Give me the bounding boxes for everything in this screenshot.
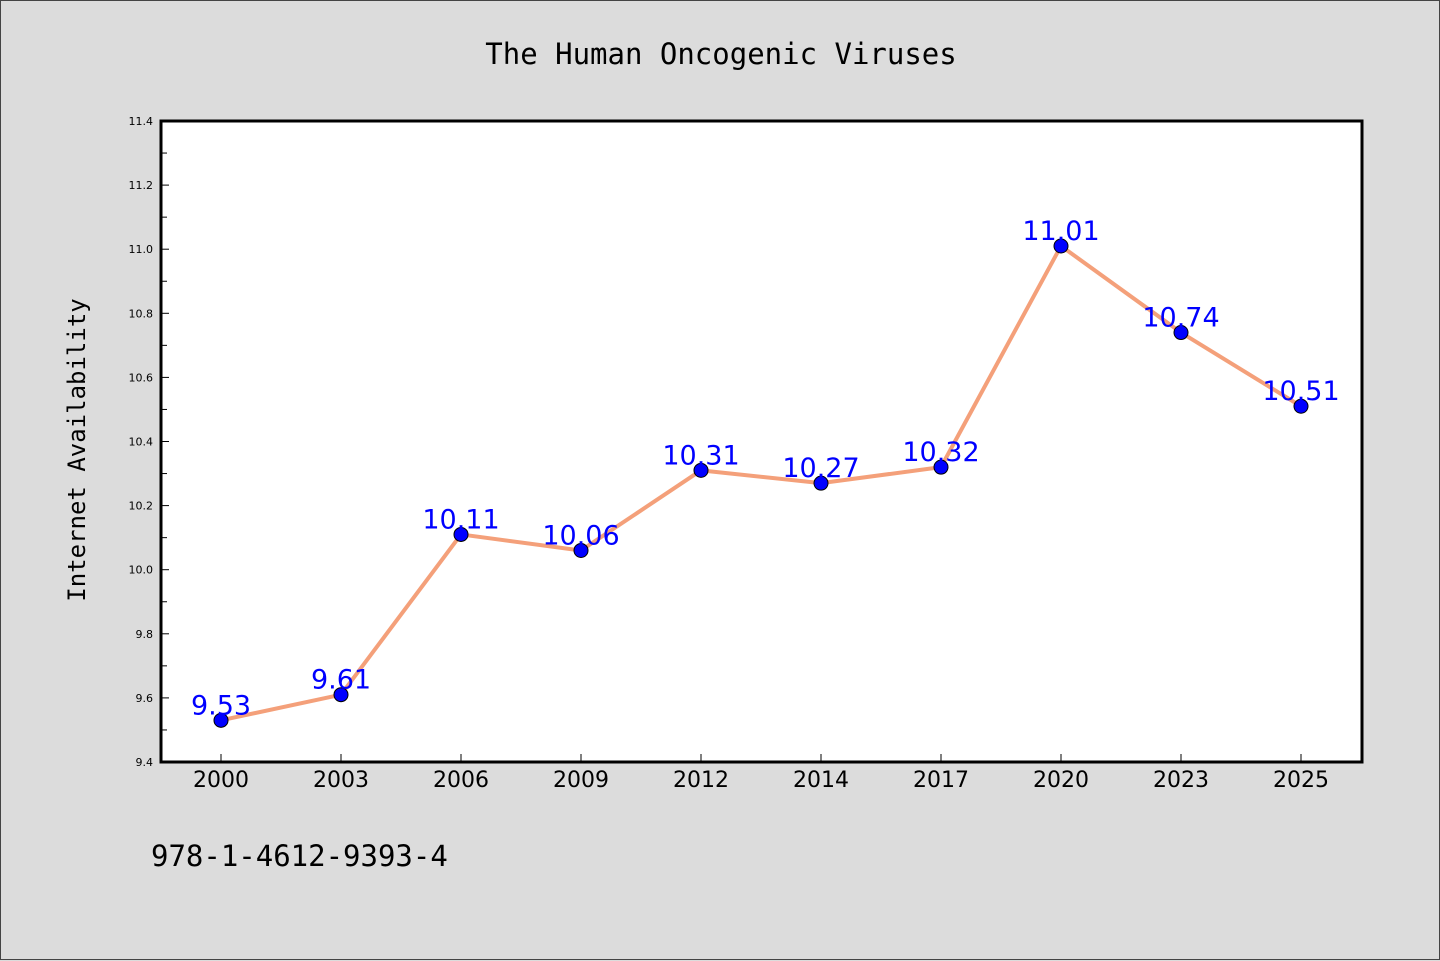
data-point [933,459,949,475]
data-label: 10.74 [1142,303,1219,334]
x-tick-label: 2023 [1153,768,1209,793]
x-tick-label: 2014 [793,768,849,793]
data-label: 10.11 [422,504,499,535]
data-point [453,526,469,542]
data-label: 9.53 [191,690,251,721]
y-tick-label: 10.4 [129,436,154,449]
series-layer: 9.53 9.61 10.11 10.06 10.31 10.27 10.32 11.01 10… [191,216,1340,728]
y-tick-label: 10.2 [129,500,154,513]
data-point [1173,325,1189,341]
y-tick-label: 10.8 [129,307,154,320]
y-axis-label: Internet Availability [63,298,91,601]
data-point [1293,398,1309,414]
y-tick-label: 9.8 [136,628,154,641]
y-axis: 9.4 9.6 9.8 10.0 10.2 10.4 10.6 10.8 11.0 11.2 11.… [129,115,169,769]
y-tick-label: 11.2 [129,179,154,192]
data-point [573,542,589,558]
data-point [333,687,349,703]
data-point [1053,238,1069,254]
y-tick-label: 10.6 [129,371,154,384]
x-tick-label: 2025 [1273,768,1329,793]
y-tick-label: 10.0 [129,564,154,577]
data-point [813,475,829,491]
data-label: 10.27 [782,453,859,484]
series-line [220,243,1303,723]
y-tick-label: 9.4 [136,756,154,769]
y-tick-label: 11.0 [129,243,154,256]
data-point [213,712,229,728]
plot-area [159,119,1364,764]
x-tick-label: 2000 [193,768,249,793]
data-label: 10.51 [1262,376,1339,407]
data-point [693,462,709,478]
x-tick-label: 2020 [1033,768,1089,793]
y-tick-label: 9.6 [136,692,154,705]
x-tick-label: 2017 [913,768,969,793]
data-label: 10.06 [542,520,619,551]
data-label: 10.31 [662,440,739,471]
y-tick-label: 11.4 [129,115,154,128]
data-label: 11.01 [1022,216,1099,247]
data-label: 9.61 [311,665,371,696]
x-axis: 2000 2003 2006 2009 2012 2014 2017 2020 2023 2025 [193,754,1329,793]
x-tick-label: 2003 [313,768,369,793]
isbn-text: 978-1-4612-9393-4 [151,839,448,873]
x-tick-label: 2006 [433,768,489,793]
data-label: 10.32 [902,437,979,468]
chart-title: The Human Oncogenic Viruses [485,37,956,71]
x-tick-label: 2009 [553,768,609,793]
x-tick-label: 2012 [673,768,729,793]
